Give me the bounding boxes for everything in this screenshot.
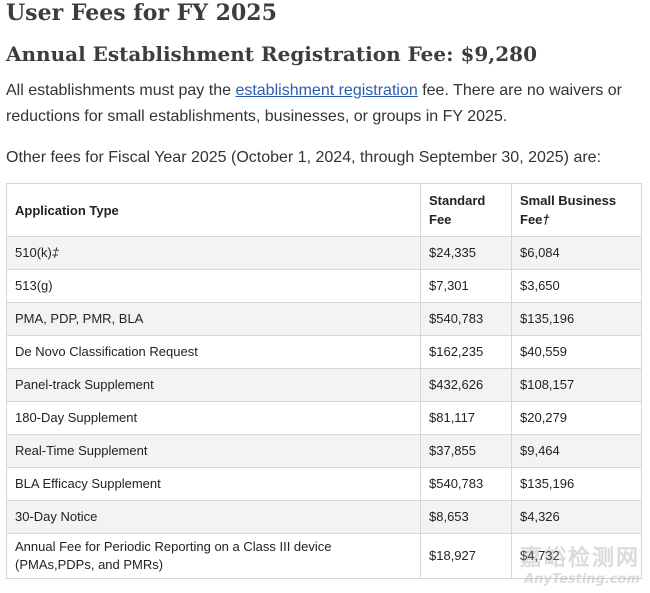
cell-application-type: Annual Fee for Periodic Reporting on a C… xyxy=(6,533,421,579)
cell-small-business-fee: $108,157 xyxy=(511,368,642,402)
table-row: BLA Efficacy Supplement $540,783 $135,196 xyxy=(6,467,642,501)
registration-fee-heading: Annual Establishment Registration Fee: $… xyxy=(6,42,538,66)
intro-text-before: All establishments must pay the xyxy=(6,82,236,99)
cell-application-type: 180-Day Supplement xyxy=(6,401,421,435)
double-dagger-footnote-mark: ‡ xyxy=(51,245,60,260)
cell-small-business-fee: $9,464 xyxy=(511,434,642,468)
table-row: PMA, PDP, PMR, BLA $540,783 $135,196 xyxy=(6,302,642,336)
cell-application-type: Panel-track Supplement xyxy=(6,368,421,402)
cell-application-type: 510(k)‡ xyxy=(6,236,421,270)
cell-small-business-fee: $4,732 xyxy=(511,533,642,579)
cell-small-business-fee: $135,196 xyxy=(511,467,642,501)
cell-standard-fee: $540,783 xyxy=(420,467,512,501)
intro-text-after: fee. There are no waivers or reductions … xyxy=(6,82,622,125)
cell-small-business-fee: $20,279 xyxy=(511,401,642,435)
table-row: 510(k)‡ $24,335 $6,084 xyxy=(6,236,642,270)
dagger-footnote-mark: † xyxy=(542,212,550,227)
cell-application-type: PMA, PDP, PMR, BLA xyxy=(6,302,421,336)
cell-standard-fee: $24,335 xyxy=(420,236,512,270)
cell-standard-fee: $81,117 xyxy=(420,401,512,435)
cell-small-business-fee: $6,084 xyxy=(511,236,642,270)
table-header-row: Application Type Standard Fee Small Busi… xyxy=(6,183,642,237)
table-row: Annual Fee for Periodic Reporting on a C… xyxy=(6,533,642,579)
cell-application-type: 513(g) xyxy=(6,269,421,303)
table-row: 30-Day Notice $8,653 $4,326 xyxy=(6,500,642,534)
intro-paragraph: All establishments must pay the establis… xyxy=(6,78,644,130)
table-row: Panel-track Supplement $432,626 $108,157 xyxy=(6,368,642,402)
establishment-registration-link[interactable]: establishment registration xyxy=(235,82,418,99)
cell-small-business-fee: $40,559 xyxy=(511,335,642,369)
cell-standard-fee: $18,927 xyxy=(420,533,512,579)
page-title: User Fees for FY 2025 xyxy=(6,0,277,26)
cell-application-type: De Novo Classification Request xyxy=(6,335,421,369)
cell-application-type: 30-Day Notice xyxy=(6,500,421,534)
header-standard-fee: Standard Fee xyxy=(420,183,512,237)
cell-small-business-fee: $135,196 xyxy=(511,302,642,336)
table-row: 513(g) $7,301 $3,650 xyxy=(6,269,642,303)
cell-standard-fee: $7,301 xyxy=(420,269,512,303)
table-row: 180-Day Supplement $81,117 $20,279 xyxy=(6,401,642,435)
cell-application-type: BLA Efficacy Supplement xyxy=(6,467,421,501)
page-content: User Fees for FY 2025 Annual Establishme… xyxy=(6,0,644,579)
cell-standard-fee: $162,235 xyxy=(420,335,512,369)
cell-standard-fee: $8,653 xyxy=(420,500,512,534)
cell-standard-fee: $432,626 xyxy=(420,368,512,402)
cell-standard-fee: $37,855 xyxy=(420,434,512,468)
cell-standard-fee: $540,783 xyxy=(420,302,512,336)
cell-application-type: Real-Time Supplement xyxy=(6,434,421,468)
table-row: De Novo Classification Request $162,235 $4… xyxy=(6,335,642,369)
cell-small-business-fee: $4,326 xyxy=(511,500,642,534)
other-fees-paragraph: Other fees for Fiscal Year 2025 (October… xyxy=(6,149,602,166)
header-application-type: Application Type xyxy=(6,183,421,237)
header-small-business-fee: Small Business Fee† xyxy=(511,183,642,237)
cell-small-business-fee: $3,650 xyxy=(511,269,642,303)
fees-table: Application Type Standard Fee Small Busi… xyxy=(6,183,642,579)
table-row: Real-Time Supplement $37,855 $9,464 xyxy=(6,434,642,468)
